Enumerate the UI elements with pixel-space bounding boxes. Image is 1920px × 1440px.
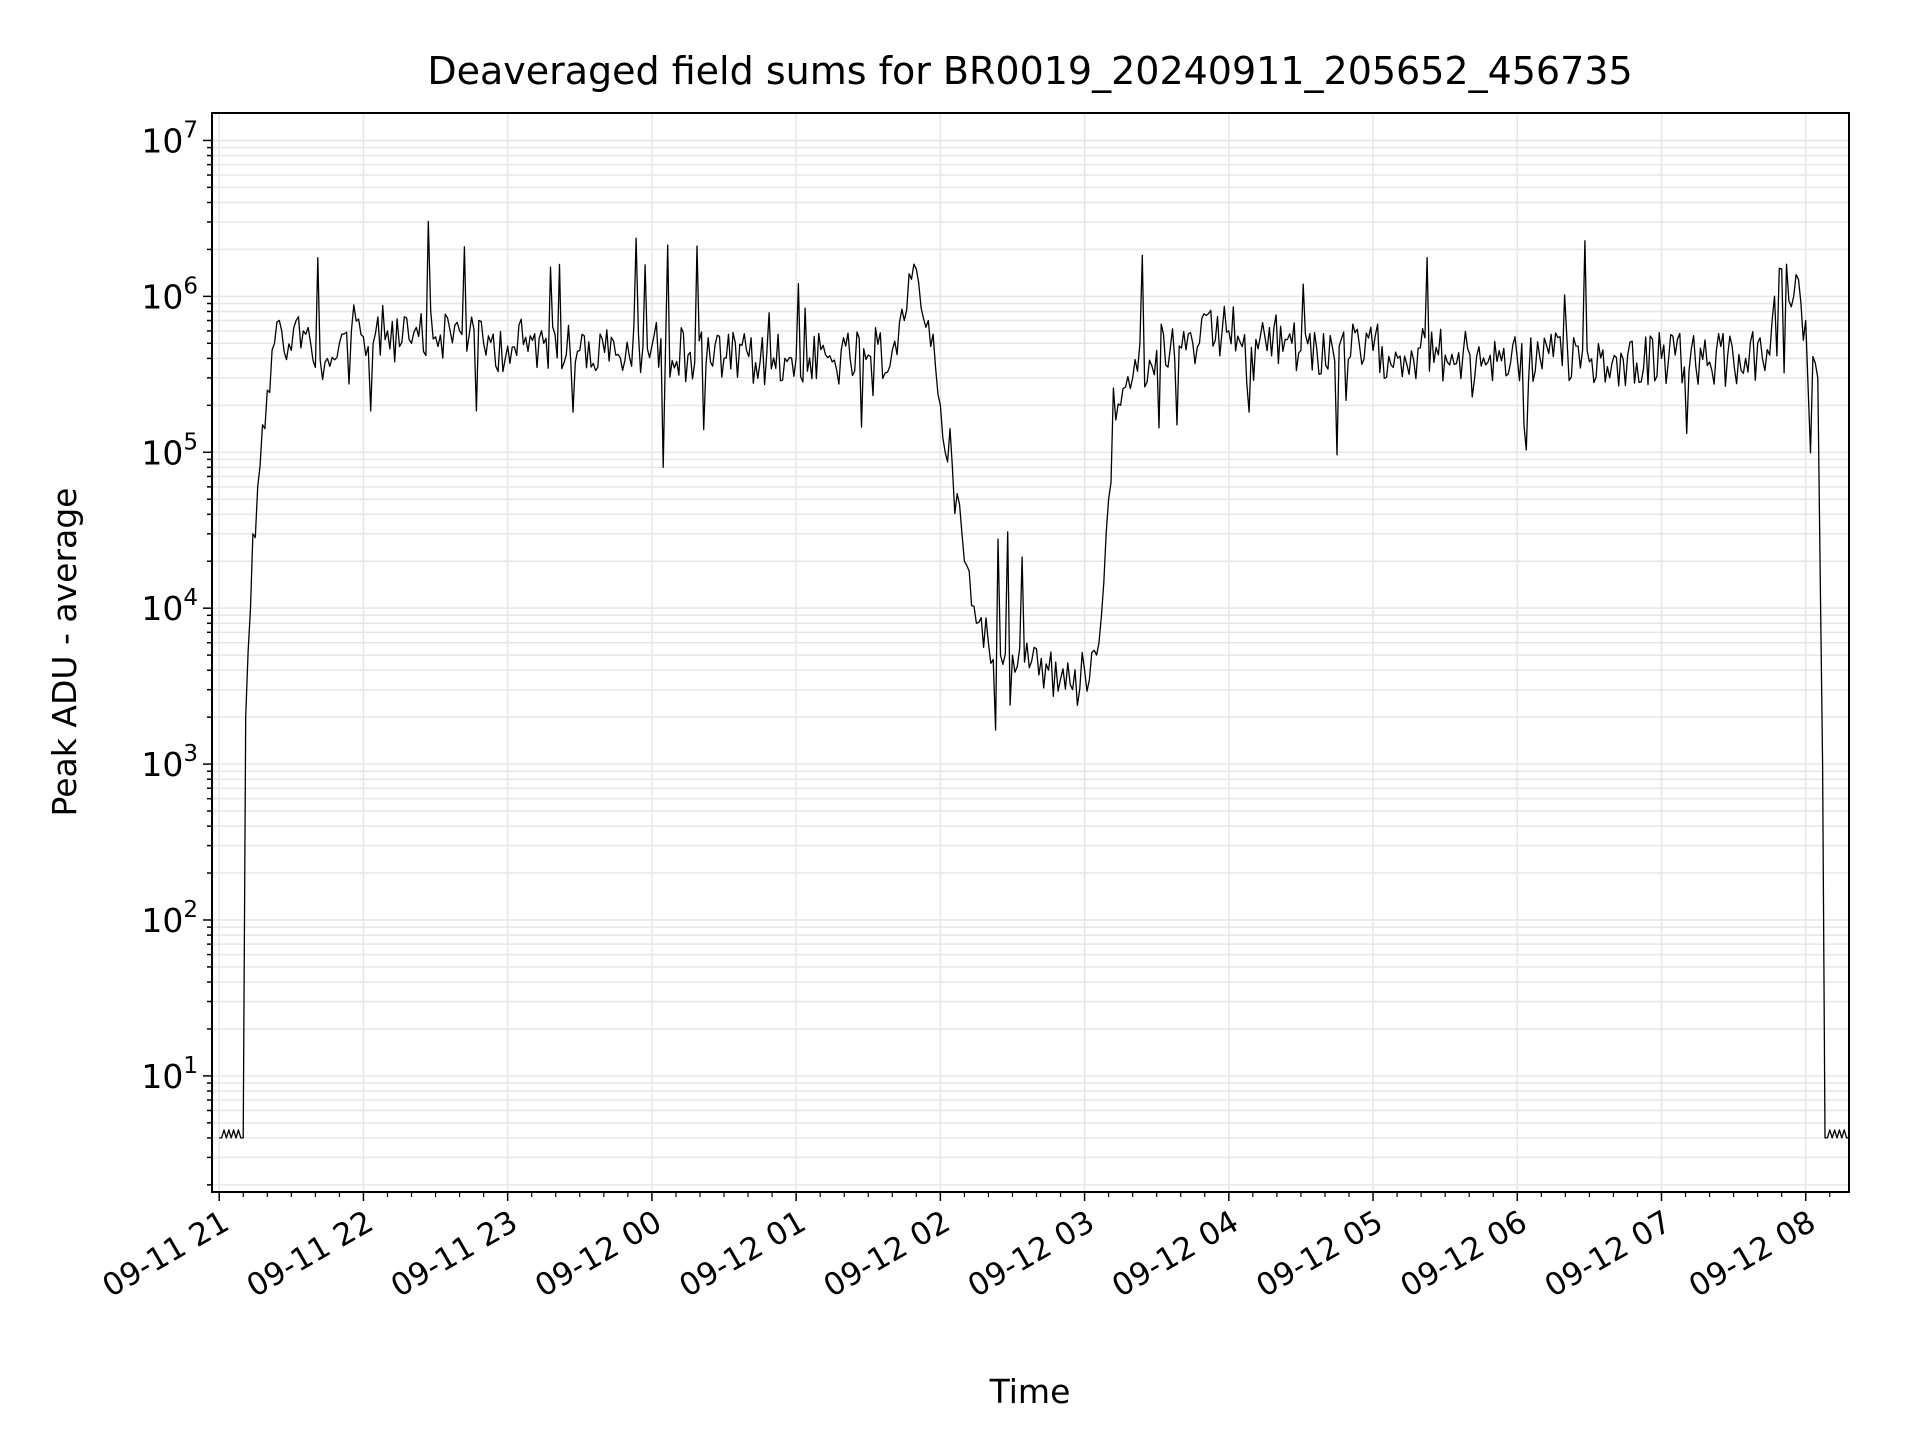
y-axis-label: Peak ADU - average <box>45 488 84 817</box>
y-axis: 101 102 103 104 105 106 107 <box>141 117 212 1186</box>
y-tick-label: 101 <box>141 1053 198 1096</box>
series-group <box>219 220 1849 1139</box>
chart-title: Deaveraged field sums for BR0019_2024091… <box>427 49 1632 93</box>
grid <box>212 113 1849 1192</box>
y-tick-label: 105 <box>141 429 198 472</box>
y-tick-label: 106 <box>141 273 198 316</box>
y-tick-label: 103 <box>141 741 198 784</box>
y-tick-label: 107 <box>141 117 198 160</box>
x-axis-label: Time <box>989 1372 1071 1411</box>
series-line <box>219 220 1849 1139</box>
y-tick-label: 104 <box>141 585 198 628</box>
y-tick-label: 102 <box>141 897 198 940</box>
plot-frame <box>211 112 1850 1193</box>
